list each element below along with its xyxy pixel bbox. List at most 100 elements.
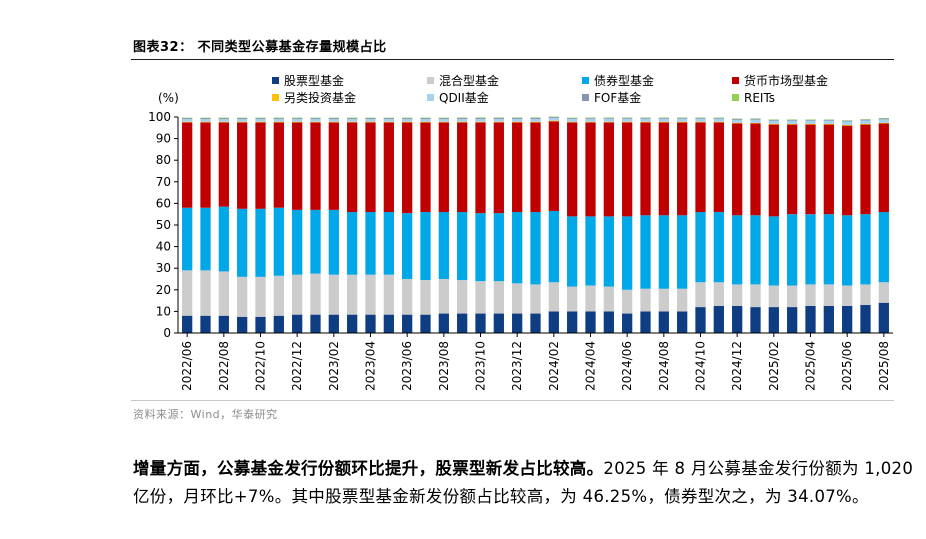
- chart-legend: 股票型基金 混合型基金 债券型基金 货币市场型基金 另类投资基金 QDII基金 FOF基金 R…: [272, 74, 872, 110]
- bar-segment: [677, 118, 688, 122]
- bar-segment: [292, 118, 303, 120]
- bar-segment: [805, 306, 816, 333]
- bar-segment: [310, 119, 321, 122]
- legend-item: REITs: [732, 91, 775, 105]
- bar-segment: [750, 284, 761, 308]
- bar-segment: [457, 280, 468, 314]
- bar-segment: [530, 118, 541, 122]
- bar-segment: [603, 117, 614, 119]
- bar-segment: [823, 120, 834, 124]
- legend-swatch: [732, 77, 739, 84]
- bar-segment: [787, 307, 798, 333]
- bar-segment: [677, 117, 688, 119]
- x-tick-label: 2025/04: [804, 341, 818, 391]
- bar-segment: [567, 122, 578, 217]
- bar-segment: [878, 302, 889, 333]
- x-tick-label: 2022/12: [290, 341, 304, 391]
- bar-segment: [787, 214, 798, 286]
- x-tick-label: 2024/10: [694, 341, 708, 391]
- bar-segment: [383, 121, 394, 123]
- y-tick-label: 30: [156, 261, 171, 275]
- bar-segment: [457, 121, 468, 123]
- bar-segment: [200, 207, 211, 271]
- bar-segment: [512, 117, 523, 119]
- bar-segment: [273, 122, 284, 208]
- bar-segment: [310, 273, 321, 315]
- bar-segment: [805, 120, 816, 124]
- bar-segment: [585, 117, 596, 119]
- x-tick-label: 2022/08: [217, 341, 231, 391]
- bar-segment: [512, 212, 523, 284]
- legend-label: 股票型基金: [284, 74, 345, 88]
- bar-segment: [530, 121, 541, 123]
- bar-segment: [438, 212, 449, 279]
- bar-segment: [603, 286, 614, 312]
- legend-label: 混合型基金: [439, 74, 500, 88]
- bar-segment: [182, 207, 193, 271]
- bar-segment: [860, 120, 871, 124]
- bar-segment: [218, 118, 229, 120]
- bar-segment: [310, 121, 321, 123]
- bar-segment: [512, 122, 523, 213]
- legend-item: FOF基金: [582, 91, 641, 105]
- bar-segment: [622, 289, 633, 314]
- bar-segment: [347, 121, 358, 123]
- bar-segment: [823, 214, 834, 285]
- bar-segment: [512, 121, 523, 123]
- bar-segment: [475, 122, 486, 214]
- bar-segment: [567, 121, 578, 123]
- x-tick-label: 2023/06: [400, 341, 414, 391]
- bar-segment: [420, 212, 431, 281]
- bar-segment: [475, 281, 486, 314]
- bar-segment: [787, 120, 798, 124]
- bar-segment: [768, 120, 779, 124]
- x-tick-label: 2024/02: [547, 341, 561, 391]
- bar-segment: [512, 118, 523, 122]
- bar-segment: [383, 212, 394, 275]
- bar-segment: [567, 216, 578, 287]
- y-tick-label: 40: [156, 240, 171, 254]
- bar-segment: [805, 124, 816, 215]
- bar-segment: [237, 276, 248, 317]
- bar-segment: [402, 213, 413, 279]
- bar-segment: [713, 118, 724, 122]
- y-tick-label: 90: [156, 132, 171, 146]
- bar-segment: [768, 307, 779, 333]
- x-tick-label: 2023/08: [437, 341, 451, 391]
- bar-segment: [530, 212, 541, 285]
- bar-segment: [310, 118, 321, 120]
- bar-segment: [292, 119, 303, 122]
- bar-segment: [383, 274, 394, 315]
- bar-segment: [695, 117, 706, 119]
- bar-segment: [878, 119, 889, 123]
- bar-segment: [805, 119, 816, 121]
- bar-segment: [493, 213, 504, 282]
- bar-segment: [548, 121, 559, 211]
- bar-segment: [823, 124, 834, 215]
- bar-segment: [567, 311, 578, 333]
- legend-item: 另类投资基金: [272, 91, 356, 105]
- bar-segment: [768, 119, 779, 121]
- bar-segment: [677, 215, 688, 289]
- bar-segment: [530, 284, 541, 314]
- x-tick-label: 2024/12: [730, 341, 744, 391]
- bar-segment: [732, 215, 743, 285]
- bar-segment: [585, 285, 596, 312]
- bar-segment: [750, 307, 761, 333]
- bar-segment: [622, 122, 633, 217]
- bar-segment: [383, 314, 394, 333]
- bar-segment: [585, 216, 596, 286]
- bar-segment: [438, 279, 449, 314]
- bar-segment: [860, 304, 871, 333]
- bar-segment: [365, 118, 376, 120]
- bar-segment: [750, 215, 761, 285]
- bar-segment: [328, 209, 339, 275]
- bar-segment: [365, 122, 376, 213]
- bar-segment: [823, 306, 834, 333]
- bar-segment: [805, 284, 816, 306]
- paragraph-lead: 增量方面，公募基金发行份额环比提升，股票型新发占比较高。: [133, 459, 604, 478]
- bar-segment: [548, 210, 559, 283]
- paragraph-text: 2025 年 8 月公募基金发行份额为 1,020 亿份，月环比+7%。其中股票…: [133, 459, 914, 506]
- bar-segment: [475, 121, 486, 123]
- bar-segment: [732, 306, 743, 333]
